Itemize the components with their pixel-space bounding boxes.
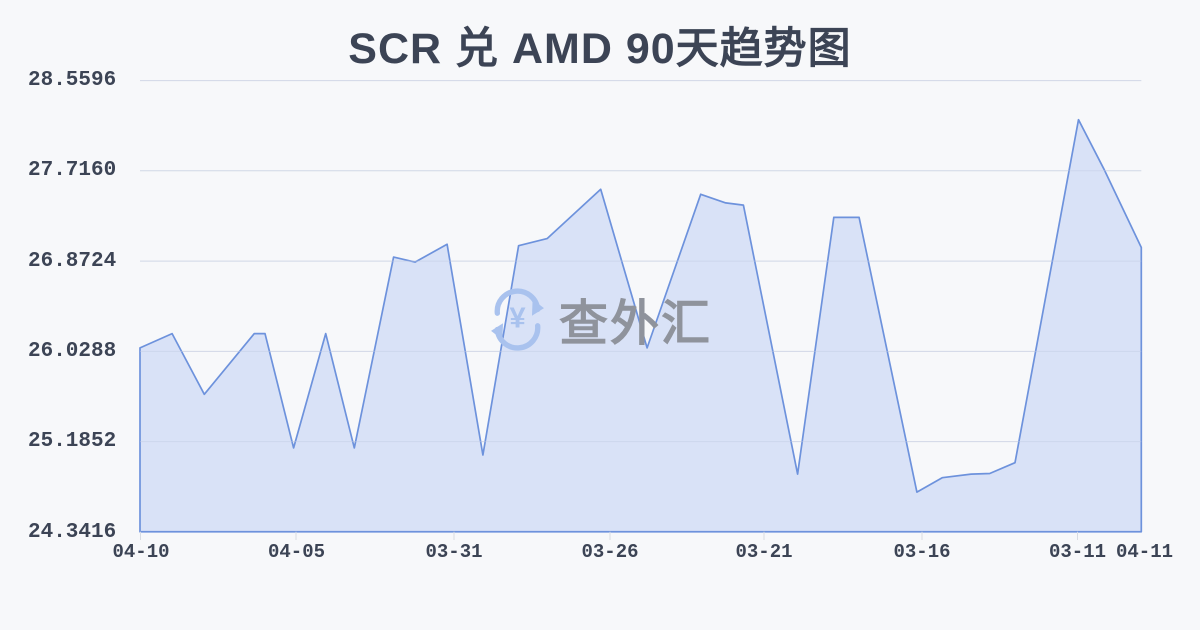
svg-text:¥: ¥ (509, 303, 525, 335)
